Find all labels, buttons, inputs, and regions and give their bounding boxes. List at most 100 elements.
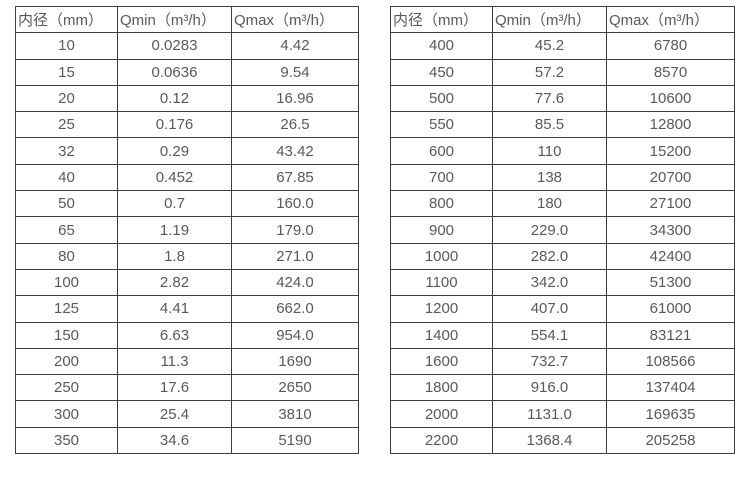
table-row: 1600 732.7 108566 — [390, 347, 735, 376]
table-cell: 12800 — [606, 111, 735, 139]
table-row: 2200 1368.4 205258 — [390, 426, 735, 455]
table-cell: 108566 — [606, 347, 735, 376]
flow-table-large-diameters: 内径（mm） Qmin（m³/h） Qmax（m³/h） 400 45.2 6780… — [390, 5, 735, 455]
table-cell: 179.0 — [231, 216, 359, 244]
table-cell: 61000 — [606, 295, 735, 323]
table-row: 350 34.6 5190 — [15, 426, 359, 455]
table-row: 20 0.12 16.96 — [15, 84, 359, 113]
table-cell: 600 — [390, 137, 493, 165]
table-cell: 205258 — [606, 426, 735, 455]
table-cell: 954.0 — [231, 321, 359, 349]
table-cell: 1368.4 — [492, 426, 607, 455]
table-row: 400 45.2 6780 — [390, 32, 735, 60]
column-header-inner-diameter: 内径（mm） — [15, 5, 118, 34]
table-cell: 80 — [15, 242, 118, 270]
table-cell: 10600 — [606, 84, 735, 113]
table-row: 250 17.6 2650 — [15, 374, 359, 402]
table-cell: 137404 — [606, 374, 735, 402]
table-row: 550 85.5 12800 — [390, 111, 735, 139]
table-cell: 350 — [15, 426, 118, 455]
table-cell: 0.452 — [117, 163, 232, 192]
table-row: 900 229.0 34300 — [390, 216, 735, 244]
table-cell: 9.54 — [231, 58, 359, 86]
table-cell: 27100 — [606, 190, 735, 218]
table-cell: 42400 — [606, 242, 735, 270]
flow-table-small-diameters: 内径（mm） Qmin（m³/h） Qmax（m³/h） 10 0.0283 4.4… — [15, 5, 359, 455]
table-cell: 17.6 — [117, 374, 232, 402]
table-cell: 67.85 — [231, 163, 359, 192]
table-cell: 43.42 — [231, 137, 359, 165]
table-row: 40 0.452 67.85 — [15, 163, 359, 192]
column-header-qmin: Qmin（m³/h） — [492, 5, 607, 34]
table-cell: 407.0 — [492, 295, 607, 323]
table-cell: 26.5 — [231, 111, 359, 139]
table-cell: 125 — [15, 295, 118, 323]
table-cell: 10 — [15, 32, 118, 60]
table-cell: 85.5 — [492, 111, 607, 139]
table-row: 32 0.29 43.42 — [15, 137, 359, 165]
table-row: 1800 916.0 137404 — [390, 374, 735, 402]
table-row: 450 57.2 8570 — [390, 58, 735, 86]
table-cell: 800 — [390, 190, 493, 218]
table-cell: 25 — [15, 111, 118, 139]
table-cell: 1131.0 — [492, 400, 607, 428]
table-cell: 83121 — [606, 321, 735, 349]
table-row: 125 4.41 662.0 — [15, 295, 359, 323]
table-cell: 15 — [15, 58, 118, 86]
table-cell: 0.7 — [117, 190, 232, 218]
table-row: 2000 1131.0 169635 — [390, 400, 735, 428]
column-header-qmin: Qmin（m³/h） — [117, 5, 232, 34]
table-cell: 1200 — [390, 295, 493, 323]
table-cell: 160.0 — [231, 190, 359, 218]
table-cell: 34.6 — [117, 426, 232, 455]
table-cell: 450 — [390, 58, 493, 86]
table-row: 15 0.0636 9.54 — [15, 58, 359, 86]
table-cell: 1400 — [390, 321, 493, 349]
table-body: 10 0.0283 4.42 15 0.0636 9.54 20 0.12 16.96 25 0.1… — [15, 32, 359, 455]
table-cell: 1100 — [390, 268, 493, 297]
table-cell: 20700 — [606, 163, 735, 192]
table-cell: 65 — [15, 216, 118, 244]
table-cell: 138 — [492, 163, 607, 192]
table-cell: 732.7 — [492, 347, 607, 376]
table-cell: 4.41 — [117, 295, 232, 323]
table-row: 65 1.19 179.0 — [15, 216, 359, 244]
table-cell: 34300 — [606, 216, 735, 244]
table-cell: 4.42 — [231, 32, 359, 60]
column-header-qmax: Qmax（m³/h） — [231, 5, 359, 34]
table-cell: 0.29 — [117, 137, 232, 165]
table-cell: 11.3 — [117, 347, 232, 376]
table-cell: 100 — [15, 268, 118, 297]
table-cell: 0.0283 — [117, 32, 232, 60]
table-row: 500 77.6 10600 — [390, 84, 735, 113]
table-cell: 180 — [492, 190, 607, 218]
table-cell: 5190 — [231, 426, 359, 455]
table-cell: 500 — [390, 84, 493, 113]
table-cell: 16.96 — [231, 84, 359, 113]
table-cell: 8570 — [606, 58, 735, 86]
table-cell: 554.1 — [492, 321, 607, 349]
table-row: 1200 407.0 61000 — [390, 295, 735, 323]
table-cell: 200 — [15, 347, 118, 376]
table-cell: 342.0 — [492, 268, 607, 297]
table-cell: 77.6 — [492, 84, 607, 113]
column-header-qmax: Qmax（m³/h） — [606, 5, 735, 34]
table-cell: 3810 — [231, 400, 359, 428]
table-row: 100 2.82 424.0 — [15, 268, 359, 297]
table-cell: 229.0 — [492, 216, 607, 244]
table-row: 600 110 15200 — [390, 137, 735, 165]
table-row: 10 0.0283 4.42 — [15, 32, 359, 60]
table-cell: 150 — [15, 321, 118, 349]
table-cell: 1.8 — [117, 242, 232, 270]
table-row: 300 25.4 3810 — [15, 400, 359, 428]
table-cell: 1600 — [390, 347, 493, 376]
table-cell: 2650 — [231, 374, 359, 402]
table-cell: 282.0 — [492, 242, 607, 270]
table-cell: 57.2 — [492, 58, 607, 86]
table-cell: 0.176 — [117, 111, 232, 139]
header-row: 内径（mm） Qmin（m³/h） Qmax（m³/h） — [390, 5, 735, 34]
table-cell: 0.12 — [117, 84, 232, 113]
table-row: 200 11.3 1690 — [15, 347, 359, 376]
table-cell: 32 — [15, 137, 118, 165]
table-cell: 400 — [390, 32, 493, 60]
